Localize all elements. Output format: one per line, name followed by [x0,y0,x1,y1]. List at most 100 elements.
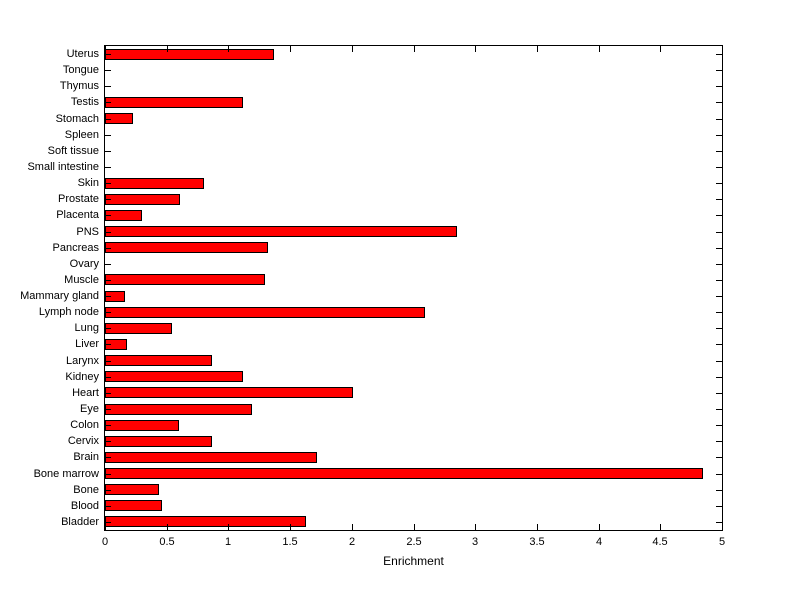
y-tick-mark [105,167,111,168]
x-tick-mark [537,46,538,52]
y-tick-mark [105,232,111,233]
x-axis-label: Enrichment [383,554,444,568]
x-tick-mark [722,46,723,52]
y-tick-label: Prostate [58,193,99,205]
y-tick-mark [105,296,111,297]
bar-blood [105,500,162,511]
y-tick-label: Bone [73,484,99,496]
y-tick-mark [105,264,111,265]
y-tick-label: Small intestine [27,161,99,173]
y-tick-mark [716,457,722,458]
x-tick-label: 3.5 [529,536,545,548]
y-tick-mark [716,409,722,410]
y-tick-mark [105,506,111,507]
x-tick-mark [290,46,291,52]
x-tick-mark [660,46,661,52]
x-tick-mark [599,524,600,530]
y-tick-mark [716,377,722,378]
y-tick-mark [105,441,111,442]
x-tick-label: 0 [101,536,109,548]
bar-pancreas [105,242,268,253]
y-tick-label: Thymus [59,80,99,92]
y-tick-mark [716,151,722,152]
y-tick-mark [716,135,722,136]
x-tick-mark [475,524,476,530]
y-tick-mark [716,344,722,345]
y-tick-mark [716,167,722,168]
y-tick-mark [716,296,722,297]
y-tick-mark [716,280,722,281]
y-tick-label: PNS [76,226,99,238]
x-tick-label: 4 [595,536,603,548]
y-tick-mark [716,119,722,120]
y-tick-label: Kidney [65,371,99,383]
y-tick-mark [105,86,111,87]
bar-skin [105,178,204,189]
x-tick-label: 1.5 [282,536,298,548]
y-tick-mark [716,441,722,442]
x-tick-mark [537,524,538,530]
y-tick-mark [105,215,111,216]
x-tick-mark [167,46,168,52]
y-tick-mark [716,361,722,362]
y-tick-label: Ovary [69,258,99,270]
bar-colon [105,420,179,431]
y-tick-mark [716,522,722,523]
y-tick-label: Muscle [64,274,99,286]
y-tick-label: Cervix [67,435,99,447]
y-tick-label: Brain [73,451,99,463]
y-tick-mark [105,312,111,313]
x-tick-label: 3 [471,536,479,548]
bar-cervix [105,436,212,447]
y-tick-mark [716,474,722,475]
y-tick-label: Soft tissue [47,145,99,157]
y-tick-mark [716,86,722,87]
y-tick-label: Bladder [61,516,99,528]
y-tick-label: Blood [70,500,99,512]
bar-brain [105,452,317,463]
y-tick-mark [105,490,111,491]
bar-bone-marrow [105,468,703,479]
y-tick-mark [105,344,111,345]
y-tick-label: Uterus [66,48,99,60]
x-tick-mark [228,46,229,52]
x-tick-mark [290,524,291,530]
y-tick-label: Spleen [64,129,99,141]
y-tick-mark [105,151,111,152]
y-tick-label: Tongue [62,64,99,76]
x-tick-mark [352,524,353,530]
y-tick-mark [105,328,111,329]
y-tick-mark [716,248,722,249]
x-tick-mark [105,524,106,530]
x-tick-label: 0.5 [159,536,175,548]
bar-lung [105,323,172,334]
x-tick-label: 5 [718,536,726,548]
y-tick-mark [716,506,722,507]
y-tick-label: Testis [70,96,99,108]
y-tick-mark [105,54,111,55]
x-tick-mark [475,46,476,52]
y-tick-mark [105,248,111,249]
y-tick-mark [105,474,111,475]
y-tick-mark [716,312,722,313]
x-tick-mark [722,524,723,530]
y-tick-mark [716,54,722,55]
x-tick-mark [660,524,661,530]
y-tick-label: Lung [74,322,99,334]
x-tick-mark [599,46,600,52]
y-tick-label: Colon [70,419,99,431]
x-tick-mark [105,46,106,52]
y-tick-mark [105,102,111,103]
y-tick-mark [716,264,722,265]
y-tick-mark [105,409,111,410]
y-tick-mark [105,361,111,362]
y-tick-mark [105,377,111,378]
y-tick-label: Larynx [65,355,99,367]
y-tick-mark [105,280,111,281]
x-tick-mark [414,46,415,52]
y-tick-label: Heart [72,387,99,399]
y-tick-label: Eye [80,403,99,415]
y-tick-mark [105,183,111,184]
bar-stomach [105,113,133,124]
